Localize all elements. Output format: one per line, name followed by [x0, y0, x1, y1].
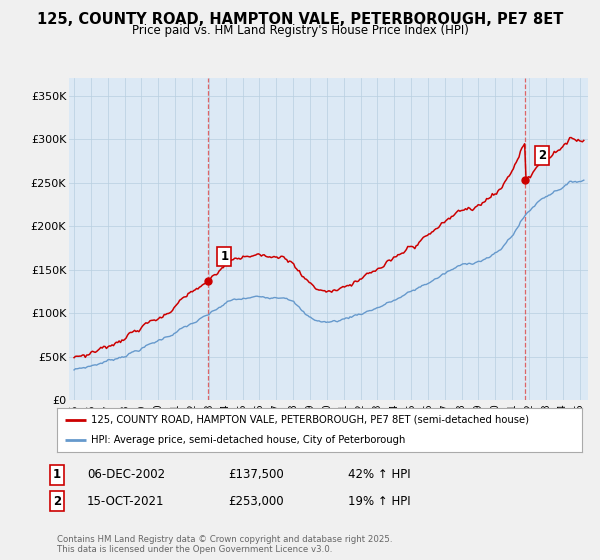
Text: £137,500: £137,500 — [228, 468, 284, 482]
Text: 15-OCT-2021: 15-OCT-2021 — [87, 494, 164, 508]
Text: 125, COUNTY ROAD, HAMPTON VALE, PETERBOROUGH, PE7 8ET: 125, COUNTY ROAD, HAMPTON VALE, PETERBOR… — [37, 12, 563, 27]
Text: Price paid vs. HM Land Registry's House Price Index (HPI): Price paid vs. HM Land Registry's House … — [131, 24, 469, 36]
Text: Contains HM Land Registry data © Crown copyright and database right 2025.
This d: Contains HM Land Registry data © Crown c… — [57, 535, 392, 554]
Text: 1: 1 — [53, 468, 61, 482]
Text: 19% ↑ HPI: 19% ↑ HPI — [348, 494, 410, 508]
Text: 2: 2 — [53, 494, 61, 508]
Text: 42% ↑ HPI: 42% ↑ HPI — [348, 468, 410, 482]
Text: 1: 1 — [220, 250, 229, 263]
Text: 2: 2 — [538, 150, 547, 162]
Text: £253,000: £253,000 — [228, 494, 284, 508]
Text: 125, COUNTY ROAD, HAMPTON VALE, PETERBOROUGH, PE7 8ET (semi-detached house): 125, COUNTY ROAD, HAMPTON VALE, PETERBOR… — [91, 415, 529, 425]
Text: HPI: Average price, semi-detached house, City of Peterborough: HPI: Average price, semi-detached house,… — [91, 435, 406, 445]
Text: 06-DEC-2002: 06-DEC-2002 — [87, 468, 165, 482]
